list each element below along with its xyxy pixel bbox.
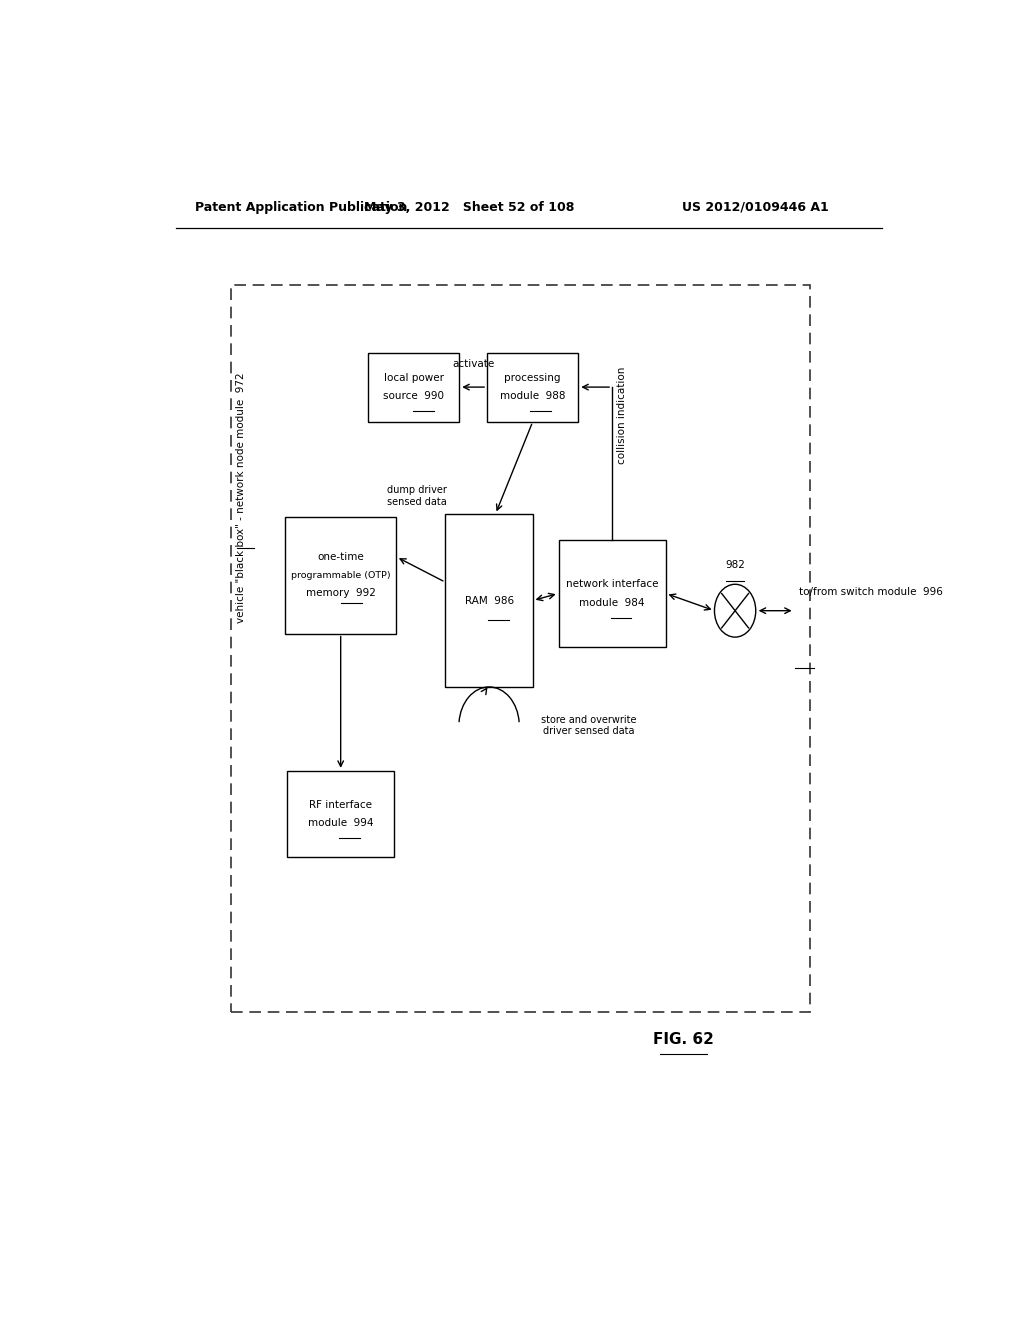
Text: collision indication: collision indication: [616, 366, 627, 463]
Text: module  984: module 984: [580, 598, 645, 607]
Text: module  994: module 994: [308, 818, 374, 828]
Text: processing: processing: [505, 374, 561, 383]
Bar: [285, 516, 396, 634]
Text: Patent Application Publication: Patent Application Publication: [196, 201, 408, 214]
Text: source  990: source 990: [383, 391, 444, 401]
Bar: [287, 771, 394, 857]
Bar: [487, 352, 579, 421]
Text: RF interface: RF interface: [309, 800, 372, 810]
Bar: [231, 285, 811, 1012]
Text: store and overwrite
driver sensed data: store and overwrite driver sensed data: [541, 714, 636, 737]
Text: module  988: module 988: [500, 391, 565, 401]
Bar: [445, 515, 532, 686]
Text: RAM  986: RAM 986: [465, 595, 514, 606]
Text: dump driver
sensed data: dump driver sensed data: [387, 484, 446, 507]
Text: programmable (OTP): programmable (OTP): [291, 570, 390, 579]
Text: FIG. 62: FIG. 62: [653, 1032, 714, 1047]
Text: one-time: one-time: [317, 552, 365, 562]
Text: US 2012/0109446 A1: US 2012/0109446 A1: [682, 201, 828, 214]
Text: to/from switch module  996: to/from switch module 996: [799, 587, 942, 598]
Text: 982: 982: [725, 560, 745, 570]
Text: memory  992: memory 992: [306, 589, 376, 598]
Text: vehicle "black box" - network node module  972: vehicle "black box" - network node modul…: [236, 372, 246, 623]
Text: May 3, 2012   Sheet 52 of 108: May 3, 2012 Sheet 52 of 108: [365, 201, 574, 214]
Bar: [558, 540, 666, 647]
Text: network interface: network interface: [566, 579, 658, 589]
Text: activate: activate: [452, 359, 495, 368]
Bar: [368, 352, 460, 421]
Text: local power: local power: [384, 374, 443, 383]
Circle shape: [715, 585, 756, 638]
